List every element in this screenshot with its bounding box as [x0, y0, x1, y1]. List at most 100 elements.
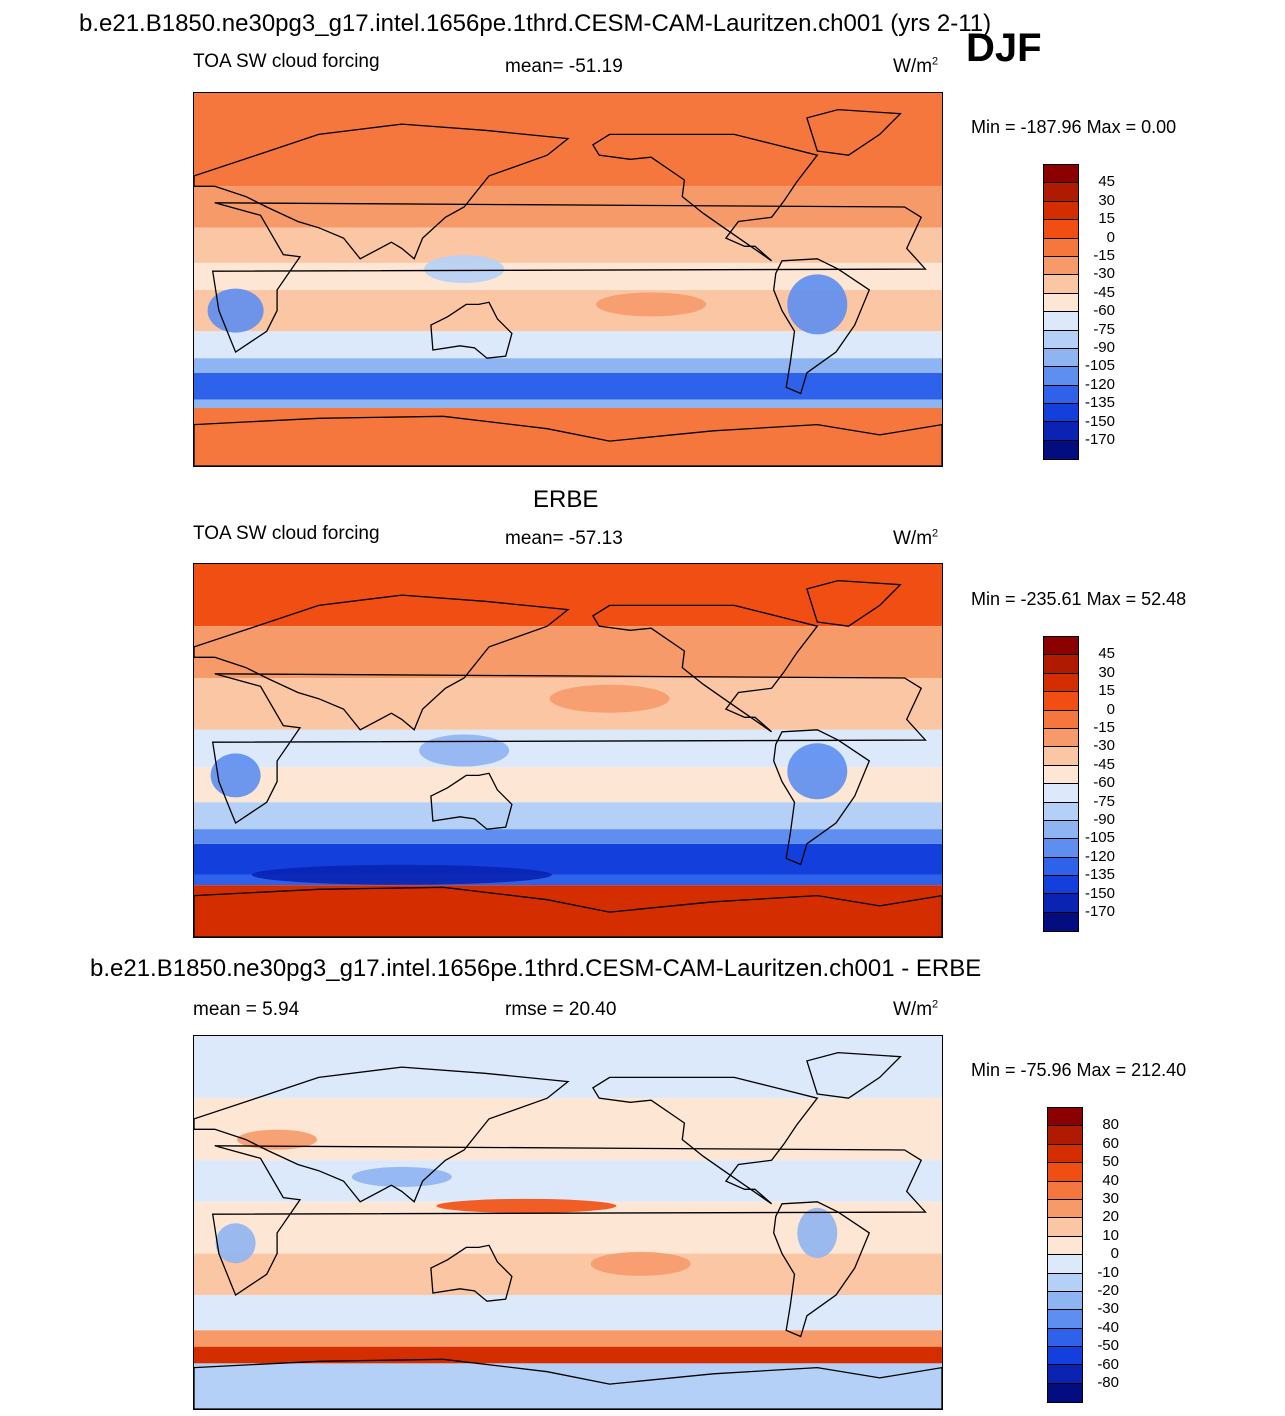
colorbar-segment	[1044, 165, 1078, 184]
coastline	[194, 1358, 942, 1409]
field-band	[194, 93, 942, 187]
panel3-map	[193, 1035, 943, 1410]
coastline	[806, 108, 902, 156]
field-band	[194, 1036, 942, 1099]
field-anomaly	[215, 1223, 256, 1264]
colorbar-segment	[1044, 747, 1078, 766]
panel2-mean: mean= -57.13	[505, 528, 623, 549]
panel1-left-label: TOA SW cloud forcing	[193, 51, 380, 72]
panel3-minmax: Min = -75.96 Max = 212.40	[971, 1060, 1187, 1080]
field-band	[194, 874, 942, 886]
colorbar-tick-label: 20	[1102, 1208, 1119, 1226]
colorbar-tick-label: -15	[1093, 719, 1115, 736]
colorbar-tick-label: -170	[1084, 431, 1115, 448]
panel1-units-base: W/m	[893, 56, 933, 77]
colorbar-segment	[1044, 440, 1078, 460]
coastline	[592, 604, 819, 733]
field-band	[194, 885, 942, 937]
colorbar-tick-label: 30	[1102, 1190, 1119, 1207]
coastline	[773, 258, 871, 395]
colorbar-tick-label: -60	[1093, 302, 1115, 320]
colorbar-segment	[1048, 1273, 1082, 1292]
coastline	[194, 415, 942, 466]
field-anomaly	[251, 864, 552, 885]
field-band	[194, 1098, 942, 1161]
colorbar-segment	[1044, 839, 1078, 858]
colorbar-segment	[1044, 765, 1078, 785]
field-band	[194, 1346, 942, 1364]
colorbar-tick-label: -30	[1093, 265, 1115, 283]
colorbar-segment	[1044, 637, 1078, 656]
field-band	[194, 372, 942, 400]
field-band	[194, 626, 942, 678]
field-anomaly	[424, 255, 505, 284]
field-anomaly	[351, 1166, 452, 1187]
colorbar-tick-label: -45	[1093, 755, 1115, 773]
colorbar-tick-label: -135	[1084, 866, 1115, 884]
colorbar-segment	[1044, 404, 1078, 423]
colorbar-segment	[1044, 183, 1078, 202]
colorbar-tick-label: -80	[1097, 1374, 1119, 1391]
field-anomaly	[596, 292, 707, 317]
colorbar-tick-label: -50	[1097, 1337, 1119, 1355]
colorbar-tick-label: -105	[1084, 357, 1115, 375]
colorbar-segment	[1044, 201, 1078, 221]
colorbar-segment	[1044, 367, 1078, 386]
colorbar-tick-label: 40	[1102, 1171, 1119, 1189]
colorbar-tick-label: -30	[1093, 737, 1115, 755]
panel3-rmse: rmse = 20.40	[505, 999, 617, 1020]
panel1-colorbar	[1043, 164, 1079, 461]
colorbar-tick-label: 80	[1102, 1116, 1119, 1134]
coastline	[194, 594, 570, 731]
coastline	[773, 729, 871, 866]
coastline	[773, 1201, 871, 1338]
colorbar-tick-label: 10	[1102, 1226, 1119, 1244]
field-band	[194, 1330, 942, 1347]
field-anomaly	[210, 753, 261, 798]
colorbar-segment	[1048, 1347, 1082, 1366]
field-anomaly	[419, 734, 510, 767]
colorbar-tick-label: 45	[1098, 645, 1115, 663]
case-title: b.e21.B1850.ne30pg3_g17.intel.1656pe.1th…	[79, 10, 992, 37]
colorbar-segment	[1048, 1181, 1082, 1200]
colorbar-segment	[1044, 330, 1078, 349]
colorbar-segment	[1048, 1383, 1082, 1403]
colorbar-tick-label: -105	[1084, 829, 1115, 847]
panel2-units-exp: 2	[932, 527, 939, 540]
field-anomaly	[436, 1198, 617, 1213]
panel1-map	[193, 92, 943, 467]
colorbar-segment	[1044, 220, 1078, 239]
colorbar-segment	[1044, 275, 1078, 294]
colorbar-segment	[1048, 1255, 1082, 1274]
panel1-units-exp: 2	[932, 55, 939, 68]
panel2-left-label: TOA SW cloud forcing	[193, 523, 380, 544]
field-band	[194, 1160, 942, 1202]
colorbar-tick-label: -20	[1097, 1282, 1119, 1299]
panel1-minmax: Min = -187.96 Max = 0.00	[971, 117, 1177, 137]
coastline	[430, 301, 513, 359]
colorbar-segment	[1044, 256, 1078, 276]
coastline	[806, 579, 902, 627]
coastline	[806, 1051, 902, 1099]
colorbar-segment	[1048, 1163, 1082, 1182]
colorbar-segment	[1048, 1218, 1082, 1237]
colorbar-segment	[1044, 820, 1078, 840]
panel3-mean: mean = 5.94	[193, 999, 300, 1020]
field-band	[194, 399, 942, 408]
field-band	[194, 1295, 942, 1331]
colorbar-segment	[1048, 1126, 1082, 1145]
panel2-title: ERBE	[533, 486, 599, 513]
field-band	[194, 564, 942, 627]
coastline	[194, 123, 570, 260]
colorbar-segment	[1044, 784, 1078, 803]
colorbar-segment	[1044, 238, 1078, 257]
panel3-units: W/m2	[893, 999, 938, 1021]
colorbar-segment	[1044, 293, 1078, 313]
coastline	[211, 673, 927, 824]
panel2-units: W/m2	[893, 528, 938, 550]
panel1-mean: mean= -51.19	[505, 56, 623, 77]
field-anomaly	[797, 1207, 838, 1258]
field-band	[194, 331, 942, 359]
coastline	[211, 202, 927, 353]
colorbar-segment	[1044, 312, 1078, 331]
